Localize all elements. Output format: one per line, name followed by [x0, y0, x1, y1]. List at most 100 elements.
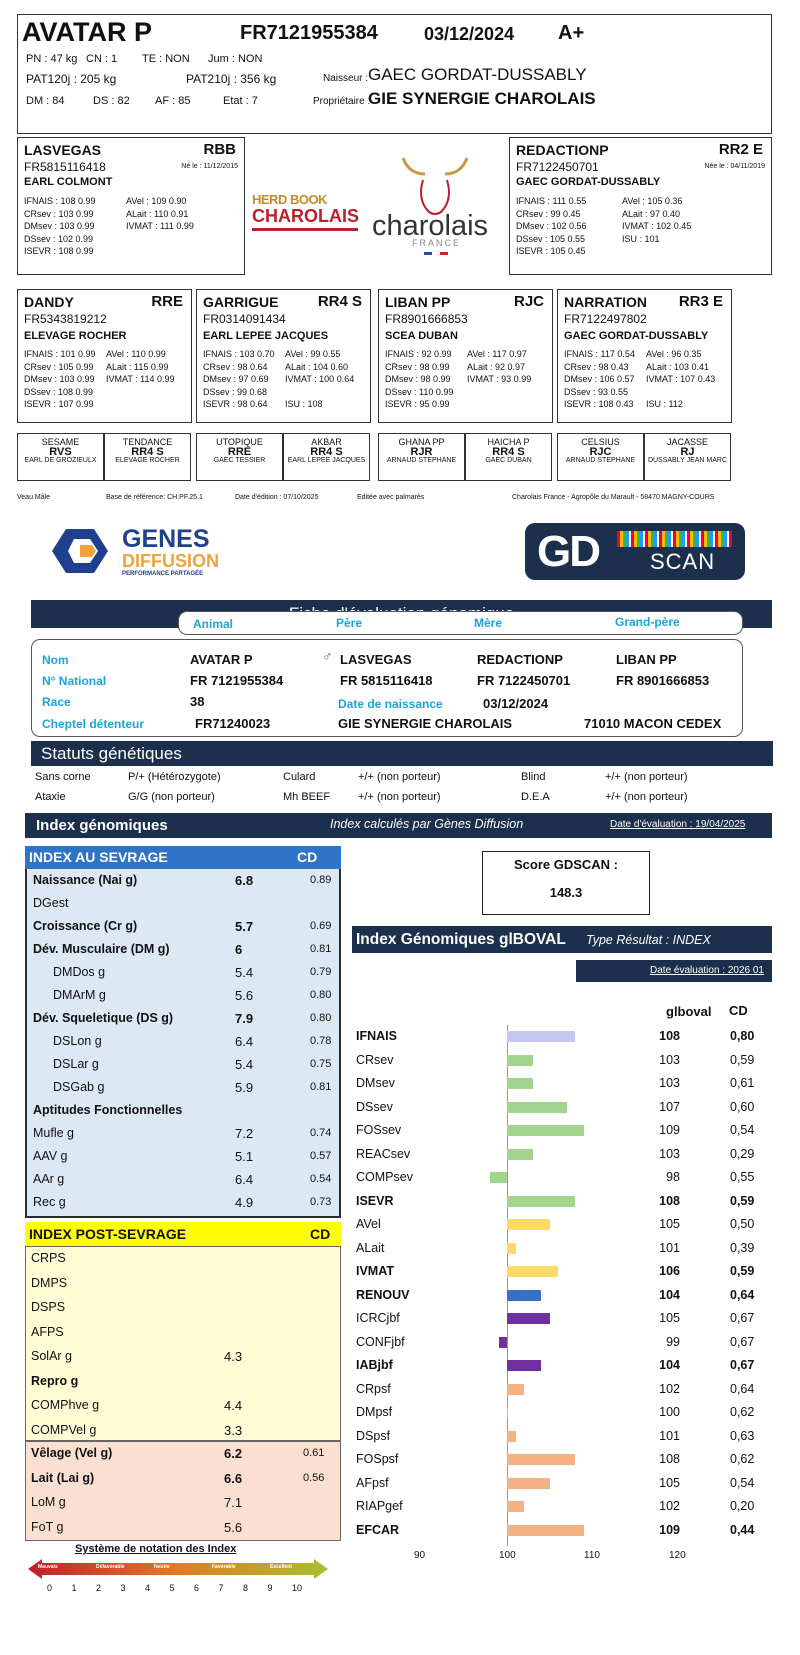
velage-label: LoM g — [31, 1495, 66, 1509]
chart-row: CONFjbf 99 0,67 — [352, 1331, 772, 1353]
naisseur-value: GAEC GORDAT-DUSSABLY — [368, 65, 587, 84]
idx: AVel : 99 0.55 — [285, 349, 341, 359]
charolais-logo-text: charolais — [372, 210, 489, 242]
idx: IFNAIS : 111 0.55 — [516, 196, 587, 206]
sevrage-cd: 0.74 — [310, 1127, 332, 1139]
chart-value: 106 — [659, 1264, 680, 1278]
gp-number: FR5343819212 — [24, 312, 107, 326]
ggp-owner: ARNAUD STEPHANE — [565, 457, 636, 464]
chart-row: FOSsev 109 0,54 — [352, 1119, 772, 1141]
chart-col-value: glboval — [666, 1004, 712, 1019]
gp-name: LIBAN PP — [385, 294, 451, 310]
idx: IVMAT : 93 0.99 — [467, 374, 532, 384]
idx: AVel : 117 0.97 — [467, 349, 527, 359]
idx: ALait : 110 0.91 — [126, 208, 189, 219]
chart-cd: 0,50 — [730, 1217, 755, 1231]
post-row: COMPhve g 4.4 — [26, 1394, 340, 1419]
post-label: CRPS — [31, 1251, 66, 1265]
notation-title: Système de notation des Index — [75, 1543, 237, 1555]
chart-label: DMsev — [356, 1076, 395, 1090]
sevrage-cd: 0.78 — [310, 1035, 332, 1047]
animal-header: AVATAR P FR7121955384 03/12/2024 A+ PN :… — [17, 14, 772, 134]
idx: ISU : 108 — [285, 399, 323, 409]
footer-org: Charolais France - Agropôle du Marault -… — [512, 494, 715, 501]
idx: ALait : 97 0.40 — [622, 208, 681, 219]
footer-edition: Date d'édition : 07/10/2025 — [235, 494, 319, 501]
chart-col-cd: CD — [729, 1003, 748, 1018]
animal-name: AVATAR P — [22, 17, 152, 47]
chart-cd: 0,64 — [730, 1287, 755, 1302]
herdbook-text: HERD BOOK — [252, 192, 327, 207]
idx: CRsev : 98 0.64 — [203, 361, 268, 372]
sire-card: LASVEGAS RBB FR5815116418 Né le : 11/12/… — [17, 137, 245, 275]
great-grandparent-card: SESAME RVS EARL DE GROZIEULX — [17, 433, 104, 481]
chart-baseline — [507, 1025, 508, 1546]
sevrage-label: Naissance (Nai g) — [33, 873, 138, 887]
sevrage-label: DSLon g — [53, 1034, 102, 1048]
ggp-owner: GAEC TESSIER — [213, 457, 266, 464]
idx: ISEVR : 108 0.43 — [564, 399, 634, 409]
dam-code: RR2 E — [718, 141, 763, 158]
ggp-name: SESAME — [41, 437, 80, 447]
notation-arrow-icon — [28, 1559, 328, 1579]
chart-bar — [507, 1148, 533, 1160]
sevrage-label: DGest — [33, 896, 69, 910]
sire-code: RBB — [203, 141, 237, 158]
notation-word: Défavorable — [96, 1564, 125, 1570]
chart-value: 103 — [659, 1052, 680, 1067]
sire-index-right: AVel : 109 0.90 ALait : 110 0.91 IVMAT :… — [126, 195, 194, 233]
lbl-naissance: Date de naissance — [338, 697, 443, 711]
grandparent-card: GARRIGUE RR4 S FR0314091434 EARL LEPEE JACQ… — [196, 289, 371, 423]
ggp-owner: GAEC DUBAN — [485, 457, 532, 464]
col-pere: Père — [336, 616, 363, 630]
idx — [106, 398, 175, 411]
naisseur-label: Naisseur : — [323, 73, 369, 84]
idx: DSsev : 102 0.99 — [24, 233, 94, 244]
jum-field: Jum : NON — [208, 53, 263, 65]
idx: ISEVR : 98 0.64 — [203, 399, 268, 409]
notation-word: Mauvais — [38, 1564, 58, 1570]
diffusion-text: DIFFUSION — [122, 551, 219, 571]
sire-name: LASVEGAS — [24, 142, 102, 158]
chart-bar — [507, 1289, 541, 1301]
cn-field: CN : 1 — [86, 53, 118, 65]
idx: IVMAT : 114 0.99 — [106, 374, 175, 384]
notation-words: Mauvais Défavorable Neutre Favorable Excelle… — [28, 1564, 330, 1574]
idx: CRsev : 103 0.99 — [24, 208, 94, 219]
chart-header: Index Génomiques glBOVAL Type Résultat :… — [352, 926, 772, 953]
post-sevrage-cd-label: CD — [310, 1226, 331, 1242]
chart-cd: 0,54 — [730, 1475, 755, 1490]
sevrage-row: DMArM g 5.6 0.80 — [27, 984, 339, 1007]
herdbook-underline — [252, 228, 358, 231]
lbl-cheptel: Cheptel détenteur — [42, 717, 145, 731]
chart-label: DSpsf — [356, 1428, 391, 1443]
sevrage-row: AAr g 6.4 0.54 — [27, 1168, 339, 1191]
ggp-code: RR4 S — [310, 446, 343, 458]
gp-number: FR8901666853 — [385, 312, 468, 326]
statut-value: +/+ (non porteur) — [605, 771, 688, 783]
sevrage-cd: 0.89 — [310, 874, 332, 886]
chart-label: COMPsev — [356, 1170, 413, 1184]
sevrage-row: Naissance (Nai g) 6.8 0.89 — [27, 869, 339, 892]
chart-label: FOSsev — [356, 1123, 402, 1137]
lbl-race: Race — [42, 695, 71, 709]
sevrage-row: Mufle g 7.2 0.74 — [27, 1122, 339, 1145]
index-calc: Index calculés par Gènes Diffusion — [330, 817, 524, 831]
chart-cd: 0,62 — [730, 1405, 755, 1419]
sevrage-row: DSLar g 5.4 0.75 — [27, 1053, 339, 1076]
chart-cd: 0,80 — [730, 1029, 755, 1043]
race-value: 38 — [190, 694, 205, 709]
naissance-value: 03/12/2024 — [483, 696, 549, 711]
sevrage-cd: 0.69 — [310, 920, 332, 932]
idx: DSsev : 108 0.99 — [24, 386, 94, 397]
index-header: Index génomiques Index calculés par Gène… — [25, 813, 772, 838]
idx — [467, 386, 531, 399]
chart-tick: 100 — [499, 1550, 516, 1561]
chart-bar — [507, 1054, 533, 1066]
chart-cd: 0,62 — [730, 1452, 755, 1466]
chart-cd: 0,59 — [730, 1052, 755, 1067]
gp-name: GARRIGUE — [203, 294, 279, 310]
statut-label: Ataxie — [35, 791, 66, 803]
chart-row: EFCAR 109 0,44 — [352, 1519, 772, 1541]
sevrage-label: DMDos g — [53, 965, 106, 979]
